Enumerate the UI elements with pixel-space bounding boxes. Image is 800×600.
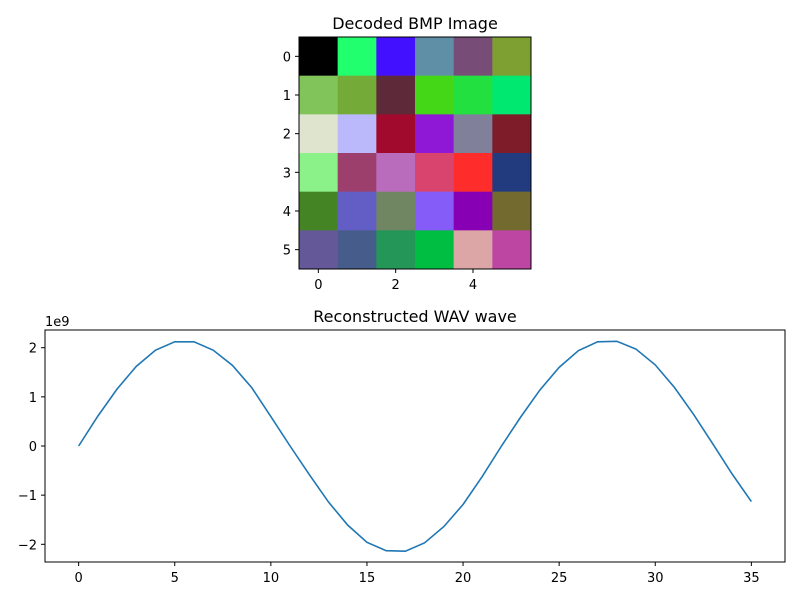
heatmap-cell	[337, 230, 377, 270]
heatmap-chart: Decoded BMP Image 0 2 4 0 1 2 3 4 5	[283, 14, 532, 293]
heatmap-cell	[415, 153, 454, 192]
line-points	[78, 341, 752, 552]
heatmap-cell	[299, 153, 338, 192]
heatmap-cell	[376, 191, 416, 231]
heatmap-cell	[376, 75, 416, 115]
heatmap-cell	[415, 114, 454, 154]
heatmap-cell	[337, 191, 377, 231]
line-plot-area	[44, 329, 786, 563]
heatmap-y-tick-label: 5	[283, 244, 291, 259]
line-series	[77, 340, 753, 552]
heatmap-cells	[299, 37, 532, 270]
heatmap-cell	[415, 230, 454, 270]
heatmap-cell	[415, 191, 454, 231]
heatmap-cell	[299, 230, 338, 270]
heatmap-cell	[492, 37, 532, 76]
line-x-tick-label: 25	[551, 571, 568, 586]
heatmap-cell	[376, 153, 416, 192]
heatmap-cell	[299, 75, 338, 115]
line-y-tick-label: 2	[29, 342, 37, 357]
heatmap-cell	[337, 153, 377, 192]
heatmap-y-tick-label: 2	[283, 128, 291, 143]
heatmap-cell	[376, 230, 416, 270]
heatmap-cell	[337, 37, 377, 76]
heatmap-cell	[415, 37, 454, 76]
heatmap-y-tick-label: 0	[283, 50, 291, 65]
line-chart: Reconstructed WAV wave 1e9 0 5 10 15 20 25 30 3…	[18, 307, 786, 586]
line-x-tick-label: 0	[74, 571, 82, 586]
heatmap-x-tick-label: 2	[392, 278, 400, 293]
line-x-tick-label: 35	[743, 571, 760, 586]
heatmap-cell	[415, 75, 454, 115]
heatmap-cell	[376, 37, 416, 76]
heatmap-cell	[453, 114, 493, 154]
heatmap-cell	[492, 114, 532, 154]
heatmap-x-tick-label: 0	[314, 278, 322, 293]
heatmap-cell	[492, 153, 532, 192]
heatmap-cell	[299, 114, 338, 154]
heatmap-title: Decoded BMP Image	[332, 14, 498, 33]
line-title: Reconstructed WAV wave	[313, 307, 517, 326]
heatmap-x-tick-label: 4	[469, 278, 477, 293]
heatmap-cell	[453, 153, 493, 192]
line-x-tick-label: 30	[647, 571, 664, 586]
heatmap-cell	[492, 230, 532, 270]
heatmap-y-tick-label: 3	[283, 166, 291, 181]
line-x-ticks: 0 5 10 15 20 25 30 35	[74, 562, 760, 586]
heatmap-cell	[492, 191, 532, 231]
line-x-tick-label: 15	[359, 571, 376, 586]
line-y-tick-label: −2	[18, 538, 37, 553]
y-offset-label: 1e9	[45, 315, 70, 330]
line-x-tick-label: 20	[455, 571, 472, 586]
heatmap-cell	[299, 191, 338, 231]
heatmap-cell	[453, 37, 493, 76]
line-x-tick-label: 5	[171, 571, 179, 586]
heatmap-cell	[337, 75, 377, 115]
line-x-tick-label: 10	[263, 571, 280, 586]
heatmap-cell	[376, 114, 416, 154]
heatmap-cell	[453, 191, 493, 231]
heatmap-cell	[453, 230, 493, 270]
line-y-ticks: −2 −1 0 1 2	[18, 342, 45, 553]
line-y-tick-label: 0	[29, 440, 37, 455]
line-y-tick-label: 1	[29, 391, 37, 406]
line-y-tick-label: −1	[18, 489, 37, 504]
heatmap-y-ticks: 0 1 2 3 4 5	[283, 50, 299, 259]
heatmap-y-tick-label: 1	[283, 89, 291, 104]
heatmap-cell	[453, 75, 493, 115]
heatmap-y-tick-label: 4	[283, 205, 291, 220]
heatmap-cell	[492, 75, 532, 115]
heatmap-cell	[337, 114, 377, 154]
heatmap-x-ticks: 0 2 4	[314, 269, 477, 293]
heatmap-frame	[298, 36, 532, 270]
heatmap-cell	[299, 37, 338, 76]
